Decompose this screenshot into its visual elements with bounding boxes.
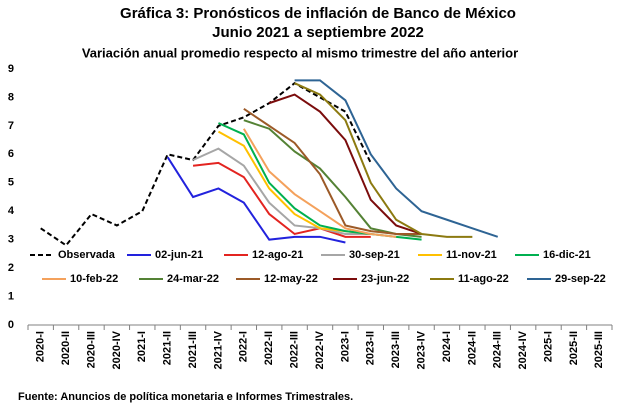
y-tick-label: 1	[8, 290, 14, 302]
x-tick-label: 2022-IV	[314, 330, 326, 369]
x-tick-label: 2021-IV	[212, 330, 224, 369]
legend-label: Observada	[58, 249, 116, 261]
x-tick-label: 2021-II	[162, 331, 174, 365]
series-line	[192, 161, 371, 238]
y-tick-label: 6	[8, 148, 14, 160]
x-tick-label: 2022-I	[238, 331, 250, 362]
x-tick-label: 2021-I	[136, 331, 148, 362]
x-tick-label: 2023-III	[390, 331, 402, 368]
x-tick-label: 2025-II	[568, 331, 580, 365]
series-line	[166, 156, 346, 244]
series-line	[242, 128, 397, 238]
legend-label: 24-mar-22	[167, 273, 219, 285]
legend-label: 16-dic-21	[543, 249, 591, 261]
x-tick-label: 2020-IV	[111, 330, 123, 369]
x-tick-label: 2024-II	[466, 331, 478, 365]
y-tick-label: 7	[8, 120, 14, 132]
y-tick-label: 8	[8, 91, 14, 103]
x-tick-label: 2024-IV	[517, 330, 529, 369]
x-tick-label: 2022-II	[263, 331, 275, 365]
legend-label: 23-jun-22	[361, 273, 409, 285]
x-tick-label: 2023-II	[365, 331, 377, 365]
chart-title: Gráfica 3: Pronósticos de inflación de B…	[120, 5, 516, 22]
legend-label: 11-nov-21	[446, 249, 497, 261]
series-line	[243, 107, 422, 235]
series-line	[268, 93, 422, 235]
source-note: Fuente: Anuncios de política monetaria e…	[18, 391, 353, 403]
series-line	[294, 82, 473, 238]
legend-label: 11-ago-22	[458, 273, 509, 285]
series-line	[40, 82, 372, 247]
y-axis-label: Variación anual promedio respecto al mis…	[82, 45, 518, 60]
legend-label: 12-ago-21	[252, 249, 303, 261]
x-tick-label: 2025-III	[593, 331, 605, 368]
x-tick-label: 2020-III	[85, 331, 97, 368]
y-tick-label: 9	[8, 63, 14, 75]
y-tick-label: 3	[8, 234, 14, 246]
x-tick-label: 2020-II	[60, 331, 72, 365]
series-line	[192, 147, 371, 235]
x-tick-label: 2023-IV	[415, 330, 427, 369]
x-tick-label: 2023-I	[339, 331, 351, 362]
x-tick-label: 2022-III	[289, 331, 301, 368]
chart-subtitle: Junio 2021 a septiembre 2022	[212, 24, 424, 41]
legend-label: 12-may-22	[264, 273, 318, 285]
legend-label: 10-feb-22	[70, 273, 118, 285]
x-tick-label: 2024-III	[492, 331, 504, 368]
x-tick-label: 2025-I	[542, 331, 554, 362]
y-tick-label: 2	[8, 262, 14, 274]
legend-label: 30-sep-21	[349, 249, 400, 261]
legend-label: 02-jun-21	[155, 249, 203, 261]
x-tick-label: 2021-III	[187, 331, 199, 368]
x-tick-label: 2020-I	[35, 331, 47, 362]
y-tick-label: 5	[8, 177, 14, 189]
y-tick-label: 0	[8, 319, 14, 331]
legend-label: 29-sep-22	[555, 273, 606, 285]
x-tick-label: 2024-I	[441, 331, 453, 362]
y-tick-label: 4	[8, 205, 15, 217]
series-line	[294, 79, 499, 238]
